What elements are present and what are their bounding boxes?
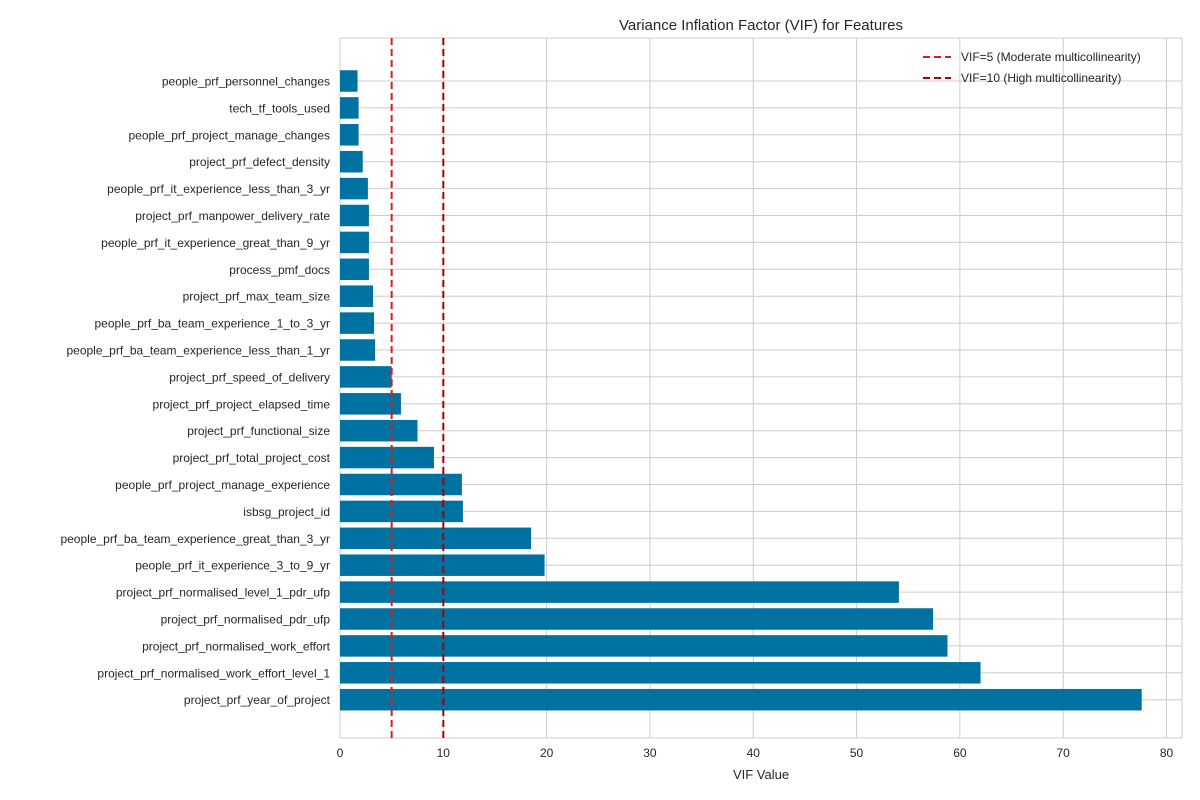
y-tick-label-people-prf-ba-team-experience-less-than-1-yr: people_prf_ba_team_experience_less_than_… xyxy=(66,344,330,358)
y-tick-label-people-prf-ba-team-experience-1-to-3-yr: people_prf_ba_team_experience_1_to_3_yr xyxy=(94,317,330,331)
legend-label-moderate: VIF=5 (Moderate multicollinearity) xyxy=(961,50,1141,64)
x-tick-label-70: 70 xyxy=(1057,746,1071,760)
plot-area xyxy=(339,37,1183,739)
chart-title: Variance Inflation Factor (VIF) for Feat… xyxy=(619,17,903,34)
bar-project-prf-normalised-level-1-pdr-ufp xyxy=(340,581,899,603)
y-tick-label-project-prf-defect-density: project_prf_defect_density xyxy=(189,155,330,169)
y-tick-label-project-prf-normalised-pdr-ufp: project_prf_normalised_pdr_ufp xyxy=(161,613,331,627)
x-tick-label-50: 50 xyxy=(850,746,864,760)
x-tick-labels: 0 10 20 30 40 50 60 70 80 xyxy=(337,746,1174,760)
bar-people-prf-it-experience-great-than-9-yr xyxy=(340,231,369,254)
legend-label-high: VIF=10 (High multicollinearity) xyxy=(961,71,1121,85)
x-axis-label: VIF Value xyxy=(733,767,789,782)
bar-project-prf-functional-size xyxy=(340,419,418,442)
bar-project-prf-defect-density xyxy=(340,150,363,173)
bar-people-prf-ba-team-experience-1-to-3-yr xyxy=(340,312,375,334)
bar-people-prf-it-experience-less-than-3-yr xyxy=(340,177,368,200)
bar-people-prf-personnel-changes xyxy=(340,70,358,92)
y-tick-label-project-prf-year-of-project: project_prf_year_of_project xyxy=(184,693,331,707)
y-tick-label-people-prf-it-experience-great-than-9-yr: people_prf_it_experience_great_than_9_yr xyxy=(101,236,330,250)
y-tick-label-project-prf-speed-of-delivery: project_prf_speed_of_delivery xyxy=(169,370,330,384)
bar-project-prf-normalised-pdr-ufp xyxy=(340,608,934,630)
y-tick-label-isbsg-project-id: isbsg_project_id xyxy=(243,505,330,519)
bar-project-prf-normalised-work-effort xyxy=(340,635,948,657)
y-tick-label-people-prf-project-manage-changes: people_prf_project_manage_changes xyxy=(129,128,331,142)
y-tick-label-project-prf-project-elapsed-time: project_prf_project_elapsed_time xyxy=(153,397,331,411)
bar-people-prf-project-manage-experience xyxy=(340,473,462,496)
bar-tech-tf-tools-used xyxy=(340,97,359,119)
bar-people-prf-project-manage-changes xyxy=(340,124,359,146)
y-tick-label-project-prf-manpower-delivery-rate: project_prf_manpower_delivery_rate xyxy=(135,209,330,223)
bar-project-prf-total-project-cost xyxy=(340,446,435,469)
x-tick-label-80: 80 xyxy=(1160,746,1174,760)
y-tick-label-project-prf-normalised-work-effort-level-1: project_prf_normalised_work_effort_level… xyxy=(97,666,330,680)
y-tick-label-process-pmf-docs: process_pmf_docs xyxy=(229,263,330,277)
x-tick-label-60: 60 xyxy=(953,746,967,760)
bar-project-prf-year-of-project xyxy=(340,688,1142,711)
reference-lines xyxy=(390,38,445,738)
y-tick-label-project-prf-normalised-work-effort: project_prf_normalised_work_effort xyxy=(142,639,331,653)
bars xyxy=(340,70,1142,711)
bar-people-prf-it-experience-3-to-9-yr xyxy=(340,554,545,576)
y-tick-label-tech-tf-tools-used: tech_tf_tools_used xyxy=(229,101,330,115)
bar-process-pmf-docs xyxy=(340,258,369,281)
bar-isbsg-project-id xyxy=(340,500,463,523)
bar-project-prf-project-elapsed-time xyxy=(340,393,401,415)
y-tick-label-people-prf-it-experience-less-than-3-yr: people_prf_it_experience_less_than_3_yr xyxy=(107,182,330,196)
y-tick-labels: people_prf_personnel_changes tech_tf_tool… xyxy=(60,75,330,708)
x-tick-label-20: 20 xyxy=(540,746,554,760)
y-tick-label-project-prf-normalised-level-1-pdr-ufp: project_prf_normalised_level_1_pdr_ufp xyxy=(116,586,330,600)
bar-project-prf-normalised-work-effort-level-1 xyxy=(340,662,981,684)
y-tick-label-project-prf-total-project-cost: project_prf_total_project_cost xyxy=(173,451,331,465)
bar-project-prf-manpower-delivery-rate xyxy=(340,204,369,227)
y-tick-label-people-prf-personnel-changes: people_prf_personnel_changes xyxy=(162,75,330,89)
x-tick-label-40: 40 xyxy=(747,746,761,760)
x-tick-label-10: 10 xyxy=(437,746,451,760)
y-tick-label-people-prf-ba-team-experience-great-than-3-yr: people_prf_ba_team_experience_great_than… xyxy=(60,532,330,546)
bar-project-prf-max-team-size xyxy=(340,285,374,307)
bar-project-prf-speed-of-delivery xyxy=(340,366,392,388)
bar-people-prf-ba-team-experience-less-than-1-yr xyxy=(340,339,376,361)
legend: VIF=5 (Moderate multicollinearity) VIF=1… xyxy=(923,50,1141,85)
y-tick-label-project-prf-max-team-size: project_prf_max_team_size xyxy=(183,290,331,304)
y-tick-label-project-prf-functional-size: project_prf_functional_size xyxy=(187,424,330,438)
y-tick-label-people-prf-project-manage-experience: people_prf_project_manage_experience xyxy=(115,478,330,492)
y-tick-label-people-prf-it-experience-3-to-9-yr: people_prf_it_experience_3_to_9_yr xyxy=(135,559,330,573)
bar-people-prf-ba-team-experience-great-than-3-yr xyxy=(340,527,532,550)
x-tick-label-0: 0 xyxy=(337,746,344,760)
x-tick-label-30: 30 xyxy=(643,746,657,760)
grid-lines xyxy=(339,38,1182,738)
